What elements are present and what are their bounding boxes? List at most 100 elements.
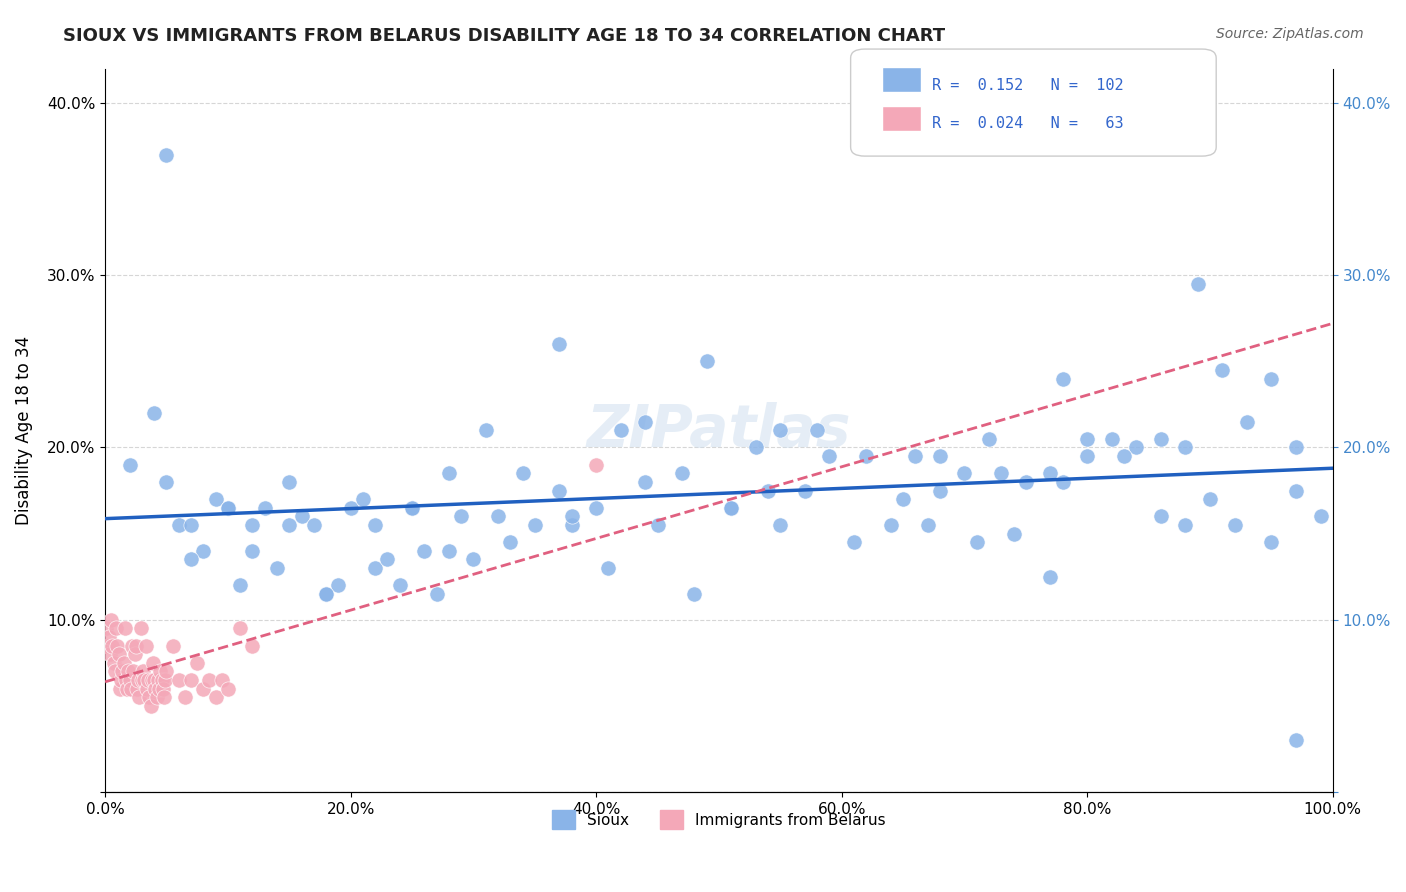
Point	[302, 518, 325, 533]
Point	[127, 673, 149, 687]
Point	[352, 492, 374, 507]
Point	[150, 673, 173, 687]
Point	[953, 467, 976, 481]
Point	[609, 423, 631, 437]
Point	[153, 690, 176, 705]
Point	[124, 647, 146, 661]
Point	[1076, 432, 1098, 446]
Point	[1052, 371, 1074, 385]
Point	[745, 441, 768, 455]
Point	[148, 681, 170, 696]
Point	[217, 681, 239, 696]
Point	[561, 509, 583, 524]
Text: SIOUX VS IMMIGRANTS FROM BELARUS DISABILITY AGE 18 TO 34 CORRELATION CHART: SIOUX VS IMMIGRANTS FROM BELARUS DISABIL…	[63, 27, 945, 45]
Point	[1174, 441, 1197, 455]
Point	[162, 639, 184, 653]
Point	[1002, 526, 1025, 541]
Point	[401, 500, 423, 515]
Text: Source: ZipAtlas.com: Source: ZipAtlas.com	[1216, 27, 1364, 41]
Point	[486, 509, 509, 524]
Point	[278, 518, 301, 533]
Point	[105, 639, 128, 653]
Point	[696, 354, 718, 368]
Point	[585, 458, 607, 472]
Point	[242, 639, 264, 653]
Point	[523, 518, 546, 533]
Point	[167, 673, 190, 687]
Point	[115, 681, 138, 696]
Point	[125, 639, 148, 653]
Point	[143, 406, 166, 420]
Point	[111, 665, 134, 679]
Point	[450, 509, 472, 524]
Point	[1150, 509, 1173, 524]
Point	[585, 500, 607, 515]
Point	[145, 690, 167, 705]
Point	[266, 561, 288, 575]
Point	[278, 475, 301, 489]
Point	[769, 518, 792, 533]
Point	[1076, 449, 1098, 463]
Point	[117, 665, 139, 679]
Point	[756, 483, 779, 498]
Point	[253, 500, 276, 515]
Point	[125, 681, 148, 696]
Point	[229, 578, 252, 592]
Point	[97, 630, 120, 644]
Point	[1236, 415, 1258, 429]
Point	[136, 673, 159, 687]
Point	[141, 673, 163, 687]
Text: R =  0.024   N =   63: R = 0.024 N = 63	[932, 116, 1123, 131]
Point	[290, 509, 312, 524]
Point	[990, 467, 1012, 481]
Point	[1199, 492, 1222, 507]
Legend: Sioux, Immigrants from Belarus: Sioux, Immigrants from Belarus	[546, 804, 891, 835]
Point	[120, 681, 142, 696]
Point	[1101, 432, 1123, 446]
Point	[683, 587, 706, 601]
Point	[1039, 467, 1062, 481]
Point	[145, 681, 167, 696]
Point	[1174, 518, 1197, 533]
Point	[842, 535, 865, 549]
Point	[377, 552, 399, 566]
Point	[1260, 371, 1282, 385]
Point	[818, 449, 841, 463]
Point	[146, 673, 169, 687]
Point	[242, 544, 264, 558]
Point	[548, 483, 571, 498]
Point	[155, 673, 177, 687]
Text: R =  0.152   N =  102: R = 0.152 N = 102	[932, 78, 1123, 93]
Point	[103, 656, 125, 670]
Point	[180, 673, 202, 687]
Point	[634, 475, 657, 489]
Point	[437, 544, 460, 558]
Point	[118, 458, 141, 472]
Point	[143, 673, 166, 687]
Point	[217, 500, 239, 515]
Point	[142, 656, 165, 670]
Point	[1309, 509, 1331, 524]
Point	[134, 673, 156, 687]
Point	[720, 500, 742, 515]
Point	[548, 337, 571, 351]
Point	[891, 492, 914, 507]
Point	[339, 500, 361, 515]
Point	[198, 673, 221, 687]
Point	[499, 535, 522, 549]
Point	[242, 518, 264, 533]
Point	[598, 561, 620, 575]
Point	[152, 681, 174, 696]
Point	[149, 665, 172, 679]
Point	[1015, 475, 1038, 489]
Point	[131, 673, 153, 687]
Point	[1211, 363, 1233, 377]
Point	[512, 467, 534, 481]
Point	[1260, 535, 1282, 549]
Point	[1039, 569, 1062, 583]
Text: ZIPatlas: ZIPatlas	[586, 401, 851, 458]
Point	[132, 665, 155, 679]
Point	[1285, 441, 1308, 455]
Point	[917, 518, 939, 533]
Point	[167, 518, 190, 533]
